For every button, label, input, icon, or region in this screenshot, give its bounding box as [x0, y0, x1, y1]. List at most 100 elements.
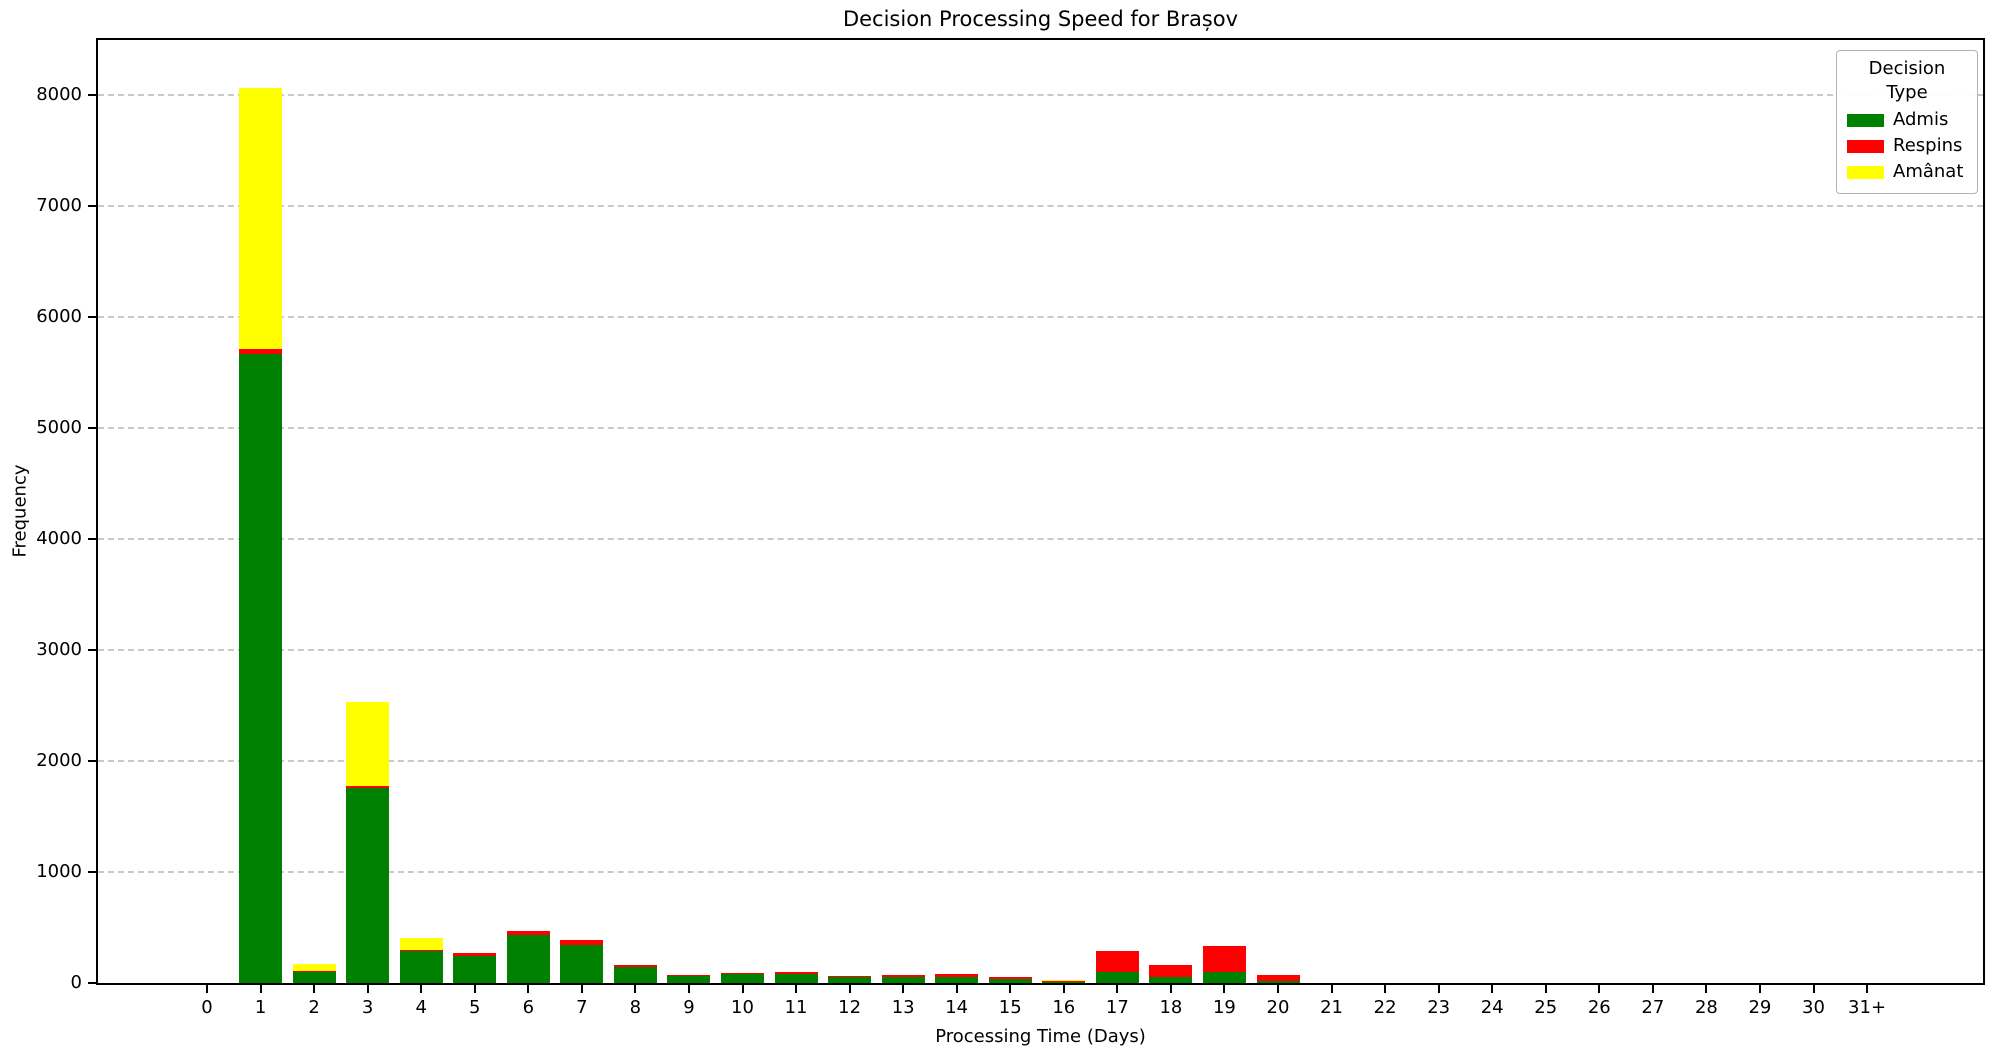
x-tick-label-28: 28	[1694, 997, 1718, 1018]
bar-respins-day-20	[1256, 974, 1300, 981]
bar-admis-day-1	[239, 353, 283, 983]
legend-swatch-icon	[1847, 113, 1884, 127]
legend-title: Decision Type	[1868, 58, 1946, 103]
legend-label: Respins	[1893, 135, 1963, 156]
x-tick-label-18: 18	[1159, 997, 1183, 1018]
x-tick-mark-18	[1169, 985, 1172, 993]
x-tick-label-19: 19	[1212, 997, 1236, 1018]
bar-respins-day-18	[1149, 965, 1193, 978]
bar-respins-day-14	[935, 973, 979, 977]
gridline-6000	[98, 316, 1983, 319]
bar-respins-day-3	[346, 785, 390, 789]
y-tick-label-4000: 4000	[36, 528, 82, 550]
x-tick-mark-23	[1437, 985, 1440, 993]
x-tick-label-20: 20	[1266, 997, 1290, 1018]
y-tick-mark-2000	[88, 760, 96, 763]
x-tick-mark-12	[848, 985, 851, 993]
x-tick-label-14: 14	[945, 997, 969, 1018]
x-tick-mark-31+	[1866, 985, 1869, 993]
bar-admis-day-6	[506, 935, 550, 983]
bar-respins-day-13	[881, 975, 925, 978]
bar-respins-day-17	[1095, 951, 1139, 972]
x-tick-mark-20	[1277, 985, 1279, 993]
bar-admis-day-9	[667, 975, 711, 983]
bar-admis-day-11	[774, 973, 818, 983]
bar-admis-day-2	[292, 971, 336, 983]
x-tick-mark-25	[1544, 985, 1547, 993]
bar-respins-day-8	[613, 964, 657, 967]
x-tick-mark-13	[902, 985, 905, 993]
x-tick-mark-26	[1598, 985, 1601, 993]
x-tick-label-13: 13	[891, 997, 915, 1018]
x-tick-mark-8	[634, 985, 637, 993]
gridline-8000	[98, 94, 1983, 97]
x-tick-mark-21	[1330, 985, 1333, 993]
x-tick-label-16: 16	[1052, 997, 1076, 1018]
y-tick-label-1000: 1000	[36, 861, 82, 883]
x-tick-mark-4	[420, 985, 423, 993]
bar-admis-day-3	[346, 788, 390, 983]
bar-admis-day-20	[1256, 980, 1300, 983]
legend-swatch-icon	[1847, 165, 1884, 179]
y-tick-mark-1000	[88, 871, 96, 874]
x-tick-mark-22	[1384, 985, 1387, 993]
x-tick-mark-2	[313, 985, 316, 993]
bar-admis-day-16	[1042, 982, 1086, 983]
x-tick-label-17: 17	[1105, 997, 1129, 1018]
x-tick-mark-3	[366, 985, 369, 993]
bar-respins-day-6	[506, 930, 550, 936]
x-tick-mark-30	[1812, 985, 1815, 993]
bar-admis-day-5	[453, 955, 497, 983]
y-tick-label-7000: 7000	[36, 195, 82, 217]
bar-respins-day-19	[1202, 946, 1246, 972]
x-tick-label-6: 6	[522, 997, 535, 1018]
x-tick-label-30: 30	[1802, 997, 1825, 1018]
x-tick-mark-14	[955, 985, 958, 993]
x-tick-mark-28	[1705, 985, 1708, 993]
x-tick-label-26: 26	[1587, 997, 1611, 1018]
y-tick-label-5000: 5000	[36, 417, 82, 439]
bar-admis-day-7	[560, 945, 604, 983]
x-tick-label-9: 9	[683, 997, 695, 1018]
x-tick-mark-1	[259, 985, 262, 993]
x-tick-mark-0	[206, 985, 208, 993]
bar-admis-day-4	[399, 950, 443, 983]
chart-title: Decision Processing Speed for Brașov	[842, 7, 1239, 31]
bar-respins-day-4	[399, 949, 443, 951]
y-tick-mark-0	[88, 982, 96, 984]
x-tick-mark-27	[1651, 985, 1654, 993]
bar-admis-day-14	[935, 976, 979, 983]
bar-respins-day-11	[774, 971, 818, 974]
x-tick-label-31+: 31+	[1848, 997, 1887, 1018]
x-tick-mark-15	[1009, 985, 1012, 993]
x-tick-mark-16	[1062, 985, 1065, 993]
x-tick-mark-9	[687, 985, 690, 993]
bar-admis-day-12	[828, 976, 872, 983]
x-tick-mark-29	[1758, 985, 1761, 993]
gridline-5000	[98, 427, 1983, 430]
bar-respins-day-7	[560, 940, 604, 946]
legend-label: Admis	[1893, 109, 1949, 130]
bar-admis-day-18	[1149, 977, 1193, 983]
bar-admis-day-19	[1202, 971, 1246, 983]
x-tick-label-0: 0	[201, 997, 213, 1018]
y-tick-mark-7000	[88, 205, 96, 208]
x-tick-label-15: 15	[998, 997, 1022, 1018]
x-tick-label-22: 22	[1373, 997, 1397, 1018]
x-tick-label-8: 8	[629, 997, 642, 1018]
legend-entry-admis: Admis	[1847, 107, 1967, 133]
x-tick-label-2: 2	[308, 997, 320, 1018]
x-tick-mark-5	[473, 985, 476, 993]
legend: Decision Type Admis Respins Amânat	[1836, 50, 1978, 194]
y-tick-mark-8000	[88, 94, 96, 97]
x-tick-label-23: 23	[1427, 997, 1451, 1018]
x-tick-mark-19	[1223, 985, 1226, 993]
bar-respins-day-2	[292, 970, 336, 972]
y-tick-mark-4000	[88, 538, 96, 541]
legend-label: Amânat	[1893, 161, 1964, 182]
x-tick-label-5: 5	[469, 997, 481, 1018]
x-tick-mark-24	[1491, 985, 1494, 993]
gridline-1000	[98, 871, 1983, 874]
bar-respins-day-15	[988, 977, 1032, 979]
